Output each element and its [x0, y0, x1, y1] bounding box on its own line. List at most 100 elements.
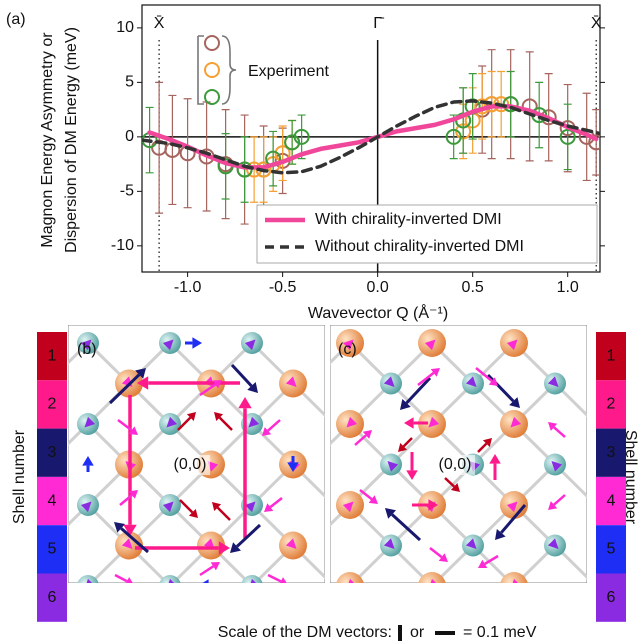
error-bar: [183, 98, 192, 209]
dm-vector: [218, 416, 233, 431]
colorbar-label: 2: [607, 396, 616, 413]
dm-vector-small: [342, 339, 354, 351]
dm-vector: [405, 376, 432, 405]
dm-vector-head: [264, 503, 274, 512]
error-bar: [592, 109, 600, 176]
error-bar: [459, 87, 468, 154]
dm-vector-head: [123, 524, 137, 536]
y-axis-label: Magnon Energy Asymmetry or: [39, 32, 56, 248]
colorbar-cell: [37, 428, 67, 477]
dm-vector: [359, 489, 373, 501]
bond: [170, 586, 211, 627]
y-tick-label: -10: [111, 237, 134, 254]
atom: [241, 575, 263, 583]
legend-label: Without chirality-inverted DMI: [315, 238, 524, 255]
dm-vector: [230, 363, 253, 387]
dm-vector-head: [262, 427, 272, 436]
dm-vector: [267, 419, 281, 432]
dm-vector-small: [166, 416, 178, 428]
dm-vector-head: [368, 495, 378, 504]
scale-note: or: [410, 624, 425, 641]
dm-vector: [120, 527, 149, 554]
y-tick-label: 5: [125, 74, 134, 91]
dm-vector: [199, 565, 214, 577]
error-bar: [269, 130, 278, 187]
dm-vector-small: [342, 501, 354, 513]
legend-marker: [204, 35, 220, 51]
bond: [391, 586, 432, 627]
dm-vector-head: [210, 562, 220, 571]
origin-label: (0,0): [439, 456, 472, 473]
dm-vector-head: [406, 470, 418, 480]
label-bg: [435, 455, 475, 475]
dm-vector: [429, 547, 443, 559]
colorbar-cell: [37, 380, 67, 429]
dm-vector: [417, 371, 435, 386]
colorbar-cell: [596, 573, 626, 622]
dm-vector-small: [244, 339, 256, 351]
dm-vector-small: [80, 501, 92, 513]
dm-vector: [553, 426, 566, 438]
dm-vector-head: [186, 412, 196, 422]
dm-vector-head: [488, 377, 498, 386]
colorbar-label: 1: [48, 347, 57, 364]
colorbar-cell: [37, 573, 67, 622]
atom: [336, 572, 364, 583]
dm-vector-head: [126, 577, 133, 583]
error-bar: [449, 114, 458, 160]
bond: [309, 586, 350, 627]
dm-vector-head: [428, 499, 438, 511]
dm-vector: [475, 367, 493, 382]
symmetry-label: X̄: [591, 15, 602, 32]
dm-vector: [199, 383, 217, 397]
colorbar-cell: [596, 476, 626, 526]
dm-vector-head: [362, 430, 372, 439]
dm-vector-head: [404, 417, 414, 429]
error-bar: [468, 73, 477, 140]
x-axis-label: Wavevector Q (Å⁻¹): [308, 303, 448, 322]
colorbar-cell: [596, 525, 626, 574]
bond: [129, 586, 170, 627]
label-bg: [170, 455, 210, 475]
lattice: (0,0): [68, 325, 325, 627]
data-point: [559, 128, 576, 145]
dm-vector: [267, 573, 282, 583]
dm-vector-head: [202, 579, 209, 583]
legend-box: [256, 204, 598, 264]
dm-vector: [402, 437, 413, 448]
error-bar: [525, 51, 534, 162]
colorbar-cell: [596, 332, 626, 381]
dm-vector-small: [424, 339, 436, 351]
dm-vector-head: [247, 382, 258, 393]
dm-vector: [117, 419, 133, 432]
dm-vector: [269, 497, 283, 509]
dm-vector-head: [478, 559, 488, 568]
dm-vector-head: [482, 438, 492, 448]
bond: [514, 586, 555, 627]
data-point: [445, 128, 462, 145]
atom: [159, 575, 181, 583]
error-bar: [478, 73, 487, 140]
scale-bar: [398, 625, 402, 641]
colorbar-label: 4: [607, 492, 616, 509]
colorbar-label: 1: [607, 347, 616, 364]
x-tick-label: -1.0: [174, 279, 202, 296]
error-bar: [221, 132, 230, 200]
error-bar: [168, 94, 177, 206]
dm-vector-small: [285, 376, 297, 388]
dm-vector: [444, 477, 456, 488]
colorbar-cell: [596, 380, 626, 429]
panel-label: (b): [77, 341, 97, 358]
bond: [252, 586, 293, 627]
dm-vector-head: [398, 442, 408, 452]
dm-vector: [553, 494, 566, 506]
dm-vector-head: [400, 399, 411, 410]
bond: [432, 586, 473, 627]
dm-vector-head: [135, 368, 146, 379]
y-tick-label: 0: [125, 128, 134, 145]
colorbar-title: Shell number: [11, 429, 28, 524]
dm-vector-head: [82, 456, 94, 466]
dm-vector-head: [212, 502, 222, 512]
